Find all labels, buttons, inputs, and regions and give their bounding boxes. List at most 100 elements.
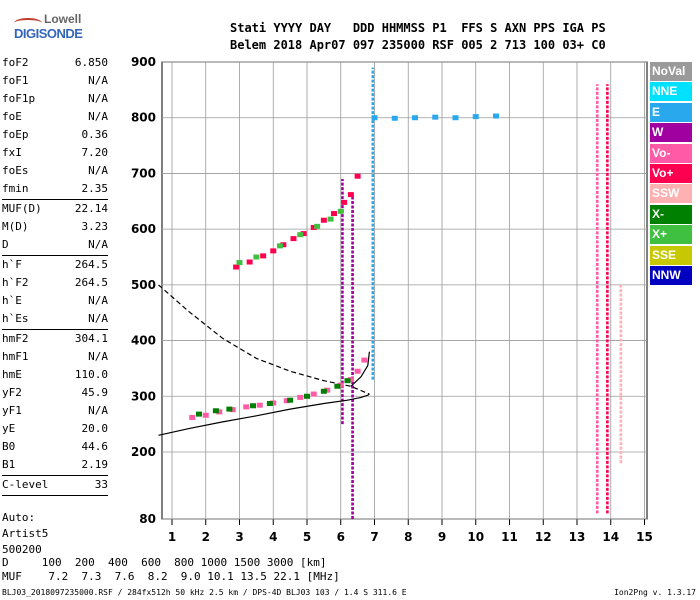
legend-item: X- <box>650 204 692 224</box>
x-tick-label: 15 <box>636 530 653 544</box>
echo-point <box>300 231 307 237</box>
param-separator <box>2 475 108 476</box>
echo-point <box>246 259 253 265</box>
param-label: h`Es <box>2 312 29 325</box>
muf-distance-row: D 100 200 400 600 800 1000 1500 3000 [km… <box>2 556 327 569</box>
param-label: hmE <box>2 368 22 381</box>
param-row: foF1 N/A <box>2 72 108 90</box>
auto-scaling-line1: Auto: <box>2 511 36 524</box>
param-row: hmE 110.0 <box>2 366 108 384</box>
param-row: h`E N/A <box>2 292 108 310</box>
param-label: h`F <box>2 258 22 271</box>
param-row: B1 2.19 <box>2 456 108 474</box>
echo-point <box>412 115 418 121</box>
param-row: C-level 33 <box>2 476 108 494</box>
echo-point <box>334 383 341 389</box>
param-label: yF1 <box>2 404 22 417</box>
param-value: 110.0 <box>74 368 108 381</box>
echo-point <box>256 402 263 408</box>
x-tick-label: 11 <box>501 530 518 544</box>
header-values: Belem 2018 Apr07 097 235000 RSF 005 2 71… <box>230 38 606 52</box>
echo-point <box>432 114 439 120</box>
echo-point <box>260 253 267 259</box>
legend-item: SSE <box>650 245 692 265</box>
echo-point <box>341 199 348 205</box>
param-row: yE 20.0 <box>2 420 108 438</box>
param-row: yF2 45.9 <box>2 384 108 402</box>
param-value: 304.1 <box>74 332 108 345</box>
param-value: N/A <box>88 294 108 307</box>
param-row: h`F2 264.5 <box>2 274 108 292</box>
param-row: fmin 2.35 <box>2 180 108 198</box>
logo-swoosh <box>14 18 42 28</box>
auto-scaling-line3: 500200 <box>2 543 42 556</box>
param-separator <box>2 495 108 496</box>
echo-point <box>236 260 243 266</box>
profile-curve <box>158 393 370 436</box>
y-tick-label: 400 <box>131 334 156 348</box>
echo-point <box>287 397 294 403</box>
param-row: D N/A <box>2 236 108 254</box>
echo-point <box>371 115 378 121</box>
echo-point <box>361 357 368 363</box>
parameter-panel: foF2 6.850 foF1 N/A foF1p N/A foE N/A foEp 0.36 fx… <box>2 54 108 558</box>
param-label: D <box>2 238 9 251</box>
param-value: N/A <box>88 312 108 325</box>
param-value: 33 <box>94 478 108 491</box>
param-label: h`F2 <box>2 276 29 289</box>
param-value: N/A <box>88 238 108 251</box>
echo-point <box>266 401 273 407</box>
param-value: N/A <box>88 110 108 123</box>
y-tick-label: 900 <box>131 55 156 69</box>
param-label: M(D) <box>2 220 29 233</box>
x-tick-label: 8 <box>404 530 412 544</box>
x-tick-label: 6 <box>337 530 345 544</box>
param-separator <box>2 255 108 256</box>
param-label: foF1 <box>2 74 29 87</box>
echo-point <box>327 216 334 222</box>
echo-point <box>344 378 351 384</box>
echo-point <box>347 377 354 383</box>
param-value: 3.23 <box>81 220 109 233</box>
profile-curve <box>350 351 370 387</box>
muf-table: D 100 200 400 600 800 1000 1500 3000 [km… <box>2 556 340 584</box>
param-value: 264.5 <box>74 258 108 271</box>
param-label: B0 <box>2 440 16 453</box>
echo-point <box>216 409 223 415</box>
echo-point <box>452 115 459 121</box>
param-label: MUF(D) <box>2 202 42 215</box>
muf-value-row: MUF 7.2 7.3 7.6 8.2 9.0 10.1 13.5 22.1 [… <box>2 570 340 583</box>
echo-point <box>270 400 277 406</box>
y-tick-label: 80 <box>139 512 156 526</box>
param-value: 22.14 <box>74 202 108 215</box>
version-label: Ion2Png v. 1.3.17 <box>614 588 696 597</box>
echo-point <box>391 115 398 121</box>
param-label: B1 <box>2 458 16 471</box>
echo-point <box>320 388 327 394</box>
param-value: 2.35 <box>81 182 109 195</box>
logo-line1: Lowell <box>44 12 82 26</box>
y-tick-label: 700 <box>131 166 156 180</box>
param-label: foE <box>2 110 22 123</box>
x-tick-label: 13 <box>569 530 586 544</box>
legend-item: Vo+ <box>650 163 692 183</box>
param-value: 45.9 <box>81 386 109 399</box>
echo-point <box>277 243 283 249</box>
param-label: C-level <box>2 478 49 491</box>
echo-point <box>196 411 202 417</box>
profile-curve <box>158 284 370 395</box>
echo-point <box>253 254 260 260</box>
digisonde-logo: Lowell DIGISONDE <box>4 12 90 52</box>
legend-item: E <box>650 102 692 122</box>
echo-point <box>243 404 250 410</box>
legend-item: NNW <box>650 265 692 285</box>
param-value: 20.0 <box>81 422 109 435</box>
echo-point <box>250 403 256 409</box>
param-label: foF2 <box>2 56 29 69</box>
echo-point <box>229 407 236 413</box>
x-tick-label: 3 <box>235 530 243 544</box>
param-row: foEs N/A <box>2 162 108 180</box>
echo-point <box>226 406 233 412</box>
echo-point <box>354 173 361 179</box>
y-tick-label: 600 <box>131 222 156 236</box>
